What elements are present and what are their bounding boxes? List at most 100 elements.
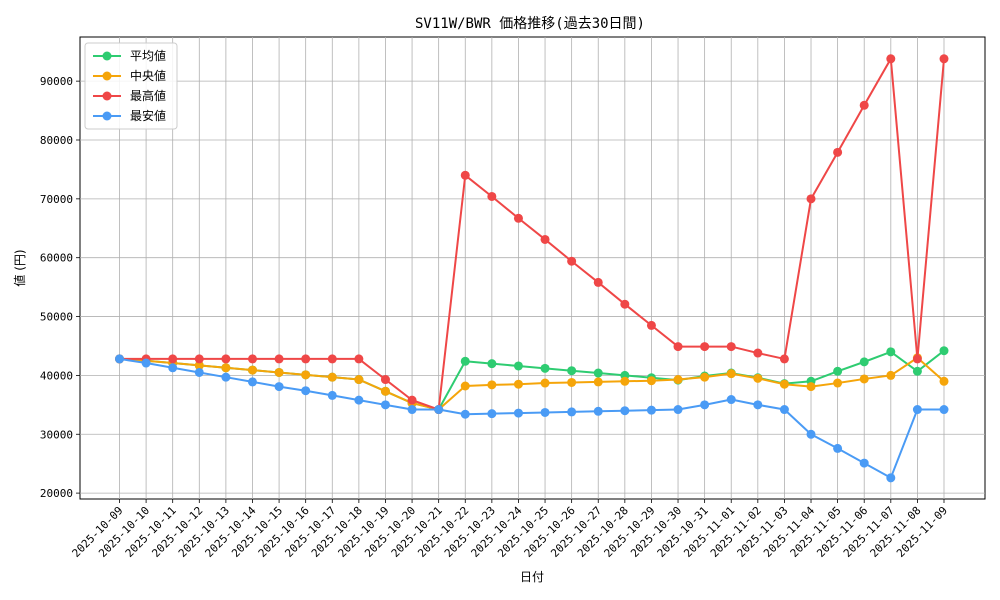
data-point (141, 358, 151, 368)
data-point (673, 405, 683, 415)
data-point (354, 354, 364, 364)
data-point (194, 354, 204, 364)
legend-item: 平均値 (93, 48, 166, 63)
grid-lines (80, 37, 985, 499)
data-point (886, 54, 896, 64)
data-point (779, 354, 789, 364)
data-point (833, 443, 843, 453)
data-point (673, 375, 683, 385)
data-point (620, 376, 630, 386)
data-point (859, 458, 869, 468)
data-point (540, 378, 550, 388)
legend-swatch-marker (102, 71, 112, 81)
data-point (513, 361, 523, 371)
data-point (753, 348, 763, 358)
data-point (460, 409, 470, 419)
data-point (380, 400, 390, 410)
data-point (513, 408, 523, 418)
data-point (833, 147, 843, 157)
data-point (779, 379, 789, 389)
data-point (168, 363, 178, 373)
data-point (593, 377, 603, 387)
data-point (859, 357, 869, 367)
data-point (620, 299, 630, 309)
data-point (460, 381, 470, 391)
data-point (806, 382, 816, 392)
data-point (620, 406, 630, 416)
plot-frame (79, 36, 986, 500)
data-point (726, 342, 736, 352)
data-point (806, 194, 816, 204)
data-point (646, 405, 656, 415)
data-point (700, 400, 710, 410)
legend-item: 中央値 (93, 68, 166, 83)
legend-label: 最高値 (130, 88, 166, 103)
data-point (327, 390, 337, 400)
data-point (274, 354, 284, 364)
x-axis-title: 日付 (520, 570, 544, 584)
data-point (115, 354, 124, 364)
data-point (646, 320, 656, 330)
data-point (753, 400, 763, 410)
data-point (194, 360, 204, 370)
series-layer (115, 54, 949, 483)
data-point (354, 395, 364, 405)
data-point (247, 377, 257, 387)
data-point (939, 54, 949, 64)
y-tick-label: 30000 (40, 428, 73, 441)
legend-label: 最安値 (130, 108, 166, 123)
data-point (540, 234, 550, 244)
data-point (274, 367, 284, 377)
y-tick-label: 60000 (40, 252, 73, 265)
data-point (380, 386, 390, 396)
data-point (487, 409, 497, 419)
data-point (460, 356, 470, 366)
y-tick-label: 20000 (40, 487, 73, 500)
data-point (833, 378, 843, 388)
data-point (567, 377, 577, 387)
data-point (513, 379, 523, 389)
y-axis-title: 値 (円) (12, 249, 27, 286)
data-point (939, 405, 949, 415)
data-point (407, 395, 417, 405)
data-point (221, 363, 231, 373)
data-point (301, 386, 311, 396)
legend-label: 平均値 (130, 48, 166, 63)
data-point (540, 407, 550, 417)
data-point (939, 346, 949, 356)
data-point (247, 365, 257, 375)
data-point (513, 213, 523, 223)
data-point (859, 374, 869, 384)
data-point (327, 354, 337, 364)
data-point (726, 395, 736, 405)
legend-label: 中央値 (130, 68, 166, 83)
data-point (247, 354, 257, 364)
data-point (593, 277, 603, 287)
data-point (221, 354, 231, 364)
data-point (380, 375, 390, 385)
data-point (806, 429, 816, 439)
data-point (407, 405, 417, 415)
data-point (912, 366, 922, 376)
data-point (779, 405, 789, 415)
legend-swatch-marker (102, 111, 112, 121)
data-point (939, 376, 949, 386)
data-point (301, 370, 311, 380)
legend-swatch-marker (102, 91, 112, 101)
legend-swatch-marker (102, 51, 112, 61)
series-4 (115, 354, 949, 483)
data-point (274, 382, 284, 392)
data-point (912, 405, 922, 415)
data-point (886, 370, 896, 380)
data-point (540, 363, 550, 373)
data-point (168, 354, 178, 364)
y-tick-label: 80000 (40, 134, 73, 147)
legend-item: 最高値 (93, 88, 166, 103)
data-point (460, 170, 470, 180)
data-point (567, 366, 577, 376)
data-point (700, 372, 710, 382)
data-point (354, 375, 364, 385)
y-tick-label: 40000 (40, 369, 73, 382)
data-point (593, 406, 603, 416)
